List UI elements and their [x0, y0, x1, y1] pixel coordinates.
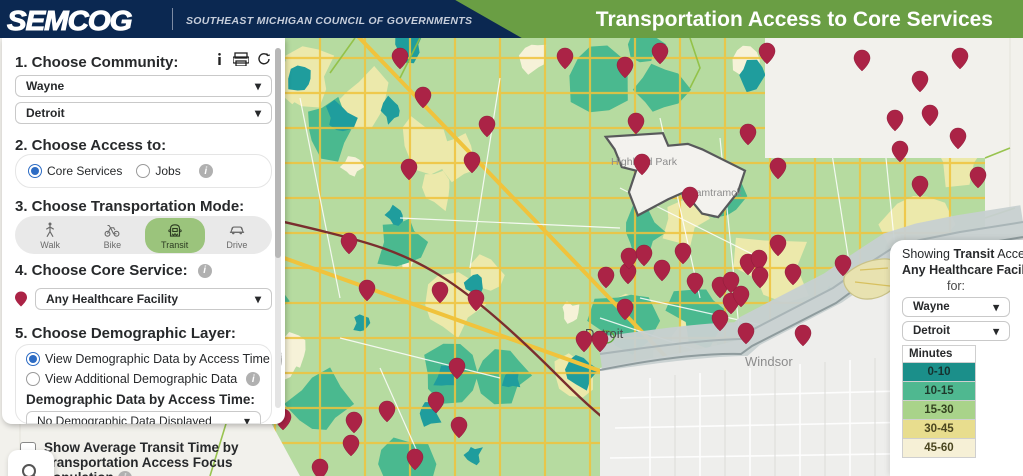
svg-text:Windsor: Windsor: [745, 354, 793, 369]
